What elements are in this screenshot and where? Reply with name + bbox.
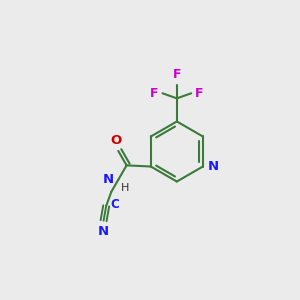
Text: F: F	[150, 87, 159, 100]
Text: N: N	[98, 225, 109, 238]
Text: O: O	[110, 134, 122, 147]
Text: F: F	[195, 87, 203, 100]
Text: F: F	[172, 68, 181, 81]
Text: N: N	[208, 160, 219, 173]
Text: H: H	[121, 184, 129, 194]
Text: N: N	[103, 173, 114, 186]
Text: C: C	[110, 199, 119, 212]
